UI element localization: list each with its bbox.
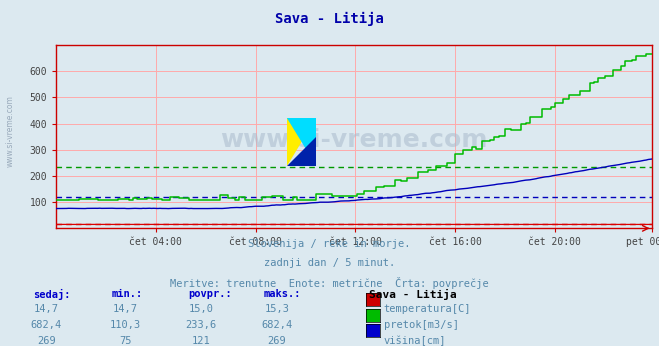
Text: zadnji dan / 5 minut.: zadnji dan / 5 minut. <box>264 258 395 268</box>
Text: Sava - Litija: Sava - Litija <box>369 289 457 300</box>
Text: 682,4: 682,4 <box>261 320 293 330</box>
Text: maks.:: maks.: <box>264 289 301 299</box>
Text: min.:: min.: <box>112 289 143 299</box>
Text: temperatura[C]: temperatura[C] <box>384 304 471 315</box>
Text: 682,4: 682,4 <box>30 320 62 330</box>
Text: 15,0: 15,0 <box>188 304 214 315</box>
Text: www.si-vreme.com: www.si-vreme.com <box>221 128 488 152</box>
Text: 110,3: 110,3 <box>109 320 141 330</box>
Text: 269: 269 <box>268 336 286 346</box>
Text: povpr.:: povpr.: <box>188 289 231 299</box>
Text: 269: 269 <box>37 336 55 346</box>
Text: višina[cm]: višina[cm] <box>384 336 446 346</box>
Text: 121: 121 <box>192 336 210 346</box>
Text: 14,7: 14,7 <box>113 304 138 315</box>
Text: 75: 75 <box>119 336 131 346</box>
Text: www.si-vreme.com: www.si-vreme.com <box>5 95 14 167</box>
Polygon shape <box>287 137 316 166</box>
Polygon shape <box>287 118 316 166</box>
Polygon shape <box>287 118 316 166</box>
Text: 15,3: 15,3 <box>264 304 289 315</box>
Text: Slovenija / reke in morje.: Slovenija / reke in morje. <box>248 239 411 249</box>
Text: 14,7: 14,7 <box>34 304 59 315</box>
Text: sedaj:: sedaj: <box>33 289 71 300</box>
Text: Sava - Litija: Sava - Litija <box>275 12 384 26</box>
Text: 233,6: 233,6 <box>185 320 217 330</box>
Text: Meritve: trenutne  Enote: metrične  Črta: povprečje: Meritve: trenutne Enote: metrične Črta: … <box>170 277 489 289</box>
Text: pretok[m3/s]: pretok[m3/s] <box>384 320 459 330</box>
